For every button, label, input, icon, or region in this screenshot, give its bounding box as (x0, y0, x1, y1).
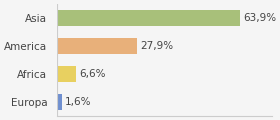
Bar (57, 66, 76, 82)
Text: 1,6%: 1,6% (64, 97, 91, 107)
Bar (57, 38, 137, 54)
Text: 63,9%: 63,9% (243, 13, 276, 23)
Bar (57, 94, 62, 110)
Text: 27,9%: 27,9% (140, 41, 173, 51)
Bar (57, 10, 240, 26)
Text: 6,6%: 6,6% (79, 69, 105, 79)
